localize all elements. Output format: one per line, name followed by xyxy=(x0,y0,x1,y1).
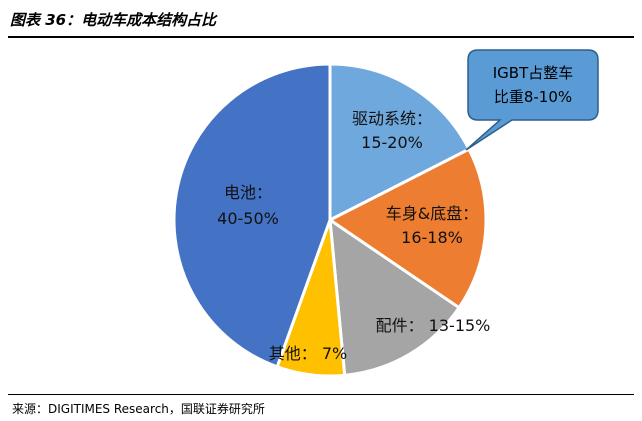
callout-line1: IGBT占整车 xyxy=(493,64,574,82)
title-rule xyxy=(8,36,634,38)
pie-slice-4 xyxy=(172,62,332,369)
slice-label-4-value: 40-50% xyxy=(217,209,279,228)
igbt-callout: IGBT占整车 比重8-10% xyxy=(465,49,599,151)
page-title: 图表 36：电动车成本结构占比 xyxy=(10,11,217,29)
source-note: 来源：DIGITIMES Research，国联证券研究所 xyxy=(12,402,265,416)
slice-label-4-name: 电池： xyxy=(224,183,272,202)
pie-slice-2 xyxy=(328,216,462,377)
pie-slice-1 xyxy=(327,147,488,310)
slice-label-1-name: 车身&底盘： xyxy=(386,204,478,223)
slice-label-2: 配件： 13-15% xyxy=(376,316,491,335)
callout-bubble xyxy=(465,49,599,151)
slice-label-1-value: 16-18% xyxy=(401,228,463,247)
pie-slice-0 xyxy=(328,62,472,223)
callout-line2: 比重8-10% xyxy=(494,88,572,106)
slice-label-0-value: 15-20% xyxy=(361,133,423,152)
slice-label-3: 其他： 7% xyxy=(269,344,347,363)
source-rule xyxy=(8,394,634,395)
slice-label-0-name: 驱动系统： xyxy=(352,109,432,128)
